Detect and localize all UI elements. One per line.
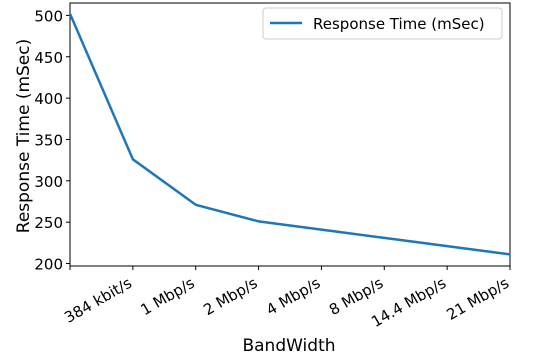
legend-box	[262, 7, 503, 40]
data-point	[509, 253, 511, 256]
x-tick-label: 384 kbit/s	[61, 274, 135, 327]
x-axis-label: BandWidth	[242, 336, 335, 356]
data-point	[194, 203, 197, 206]
plot-frame	[69, 2, 511, 267]
y-tick-label: 400	[34, 90, 63, 108]
legend: Response Time (mSec)	[262, 7, 503, 40]
x-tick-label: 2 Mbp/s	[200, 274, 260, 319]
data-point	[132, 158, 134, 161]
y-tick-label: 200	[34, 256, 63, 274]
y-tick-label: 350	[34, 131, 63, 149]
x-tick-label: 1 Mbp/s	[137, 274, 197, 319]
x-tick-label: 21 Mbp/s	[443, 274, 512, 324]
series-layer	[68, 12, 511, 256]
data-point	[69, 12, 71, 15]
axes-layer	[69, 2, 511, 267]
y-tick-label: 450	[34, 49, 63, 67]
legend-label: Response Time (mSec)	[313, 15, 485, 33]
data-point	[446, 245, 448, 247]
data-point	[320, 228, 323, 231]
data-point	[257, 220, 260, 223]
data-point	[383, 237, 386, 239]
series-line-0	[68, 13, 511, 256]
y-tick-label: 500	[34, 7, 63, 25]
ticks-layer: 200 250 300 350 400 450 500 384 kbit/s 1 Mbp/s 2 …	[34, 7, 512, 331]
y-tick-label: 250	[34, 214, 63, 232]
y-axis-label: Response Time (mSec)	[14, 39, 34, 233]
y-tick-label: 300	[34, 173, 63, 191]
x-tick-label: 4 Mbp/s	[263, 274, 323, 319]
